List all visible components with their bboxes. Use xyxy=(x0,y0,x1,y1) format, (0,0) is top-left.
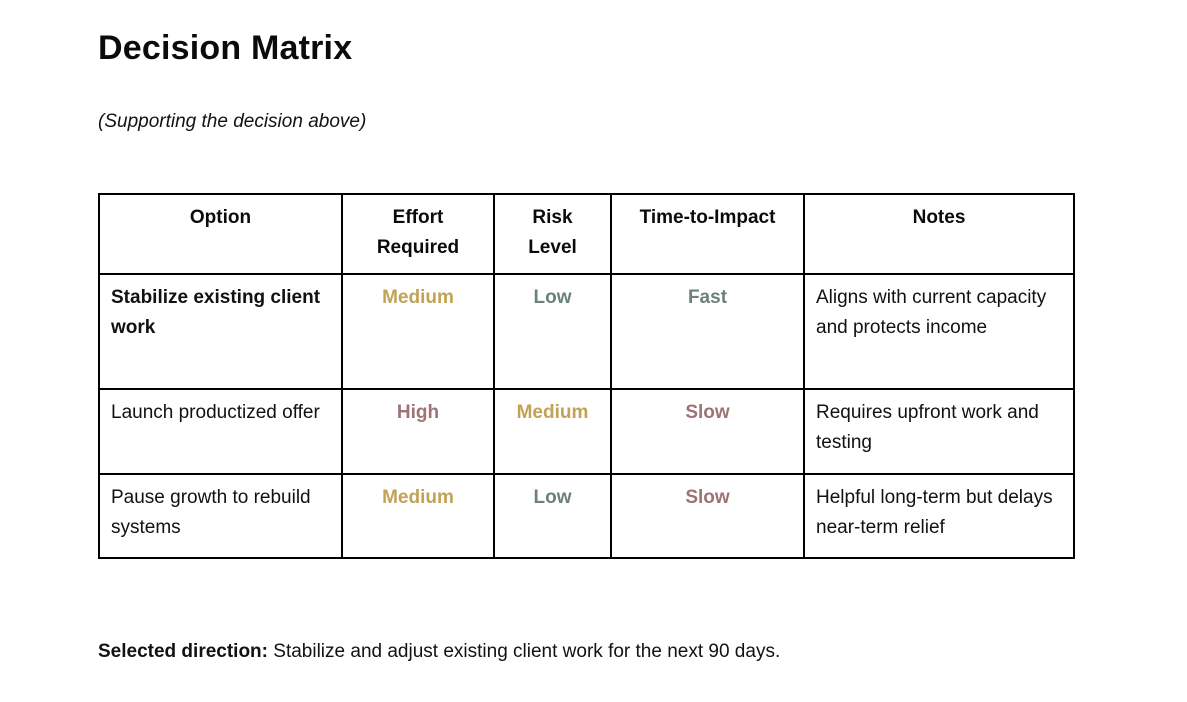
time-cell: Fast xyxy=(610,272,805,390)
column-header-risk: Risk Level xyxy=(493,192,612,275)
selected-direction: Selected direction: Stabilize and adjust… xyxy=(98,641,1187,663)
column-header-notes: Notes xyxy=(803,192,1075,275)
notes-cell: Requires upfront work and testing xyxy=(803,387,1075,475)
page-subtitle: (Supporting the decision above) xyxy=(98,110,367,132)
effort-cell: High xyxy=(341,387,495,475)
table-row-pause: Pause growth to rebuild systems Medium L… xyxy=(98,472,1075,559)
table-row-stabilize: Stabilize existing client work Medium Lo… xyxy=(98,272,1075,390)
table-row-launch: Launch productized offer High Medium Slo… xyxy=(98,387,1075,475)
risk-cell: Low xyxy=(493,472,612,559)
notes-cell: Helpful long-term but delays near-term r… xyxy=(803,472,1075,559)
page-title: Decision Matrix xyxy=(98,29,353,67)
option-cell: Pause growth to rebuild systems xyxy=(98,472,343,559)
effort-cell: Medium xyxy=(341,272,495,390)
column-header-option: Option xyxy=(98,192,343,275)
option-cell: Stabilize existing client work xyxy=(98,272,343,390)
time-cell: Slow xyxy=(610,472,805,559)
selected-direction-label: Selected direction: xyxy=(98,640,268,662)
selected-direction-text: Stabilize and adjust existing client wor… xyxy=(273,640,781,662)
column-header-time: Time-to-Impact xyxy=(610,192,805,275)
notes-cell: Aligns with current capacity and protect… xyxy=(803,272,1075,390)
decision-matrix-table: Option Effort Required Risk Level Time-t… xyxy=(98,192,1075,559)
column-header-effort: Effort Required xyxy=(341,192,495,275)
risk-cell: Low xyxy=(493,272,612,390)
risk-cell: Medium xyxy=(493,387,612,475)
time-cell: Slow xyxy=(610,387,805,475)
option-cell: Launch productized offer xyxy=(98,387,343,475)
effort-cell: Medium xyxy=(341,472,495,559)
table-header-row: Option Effort Required Risk Level Time-t… xyxy=(98,192,1075,275)
